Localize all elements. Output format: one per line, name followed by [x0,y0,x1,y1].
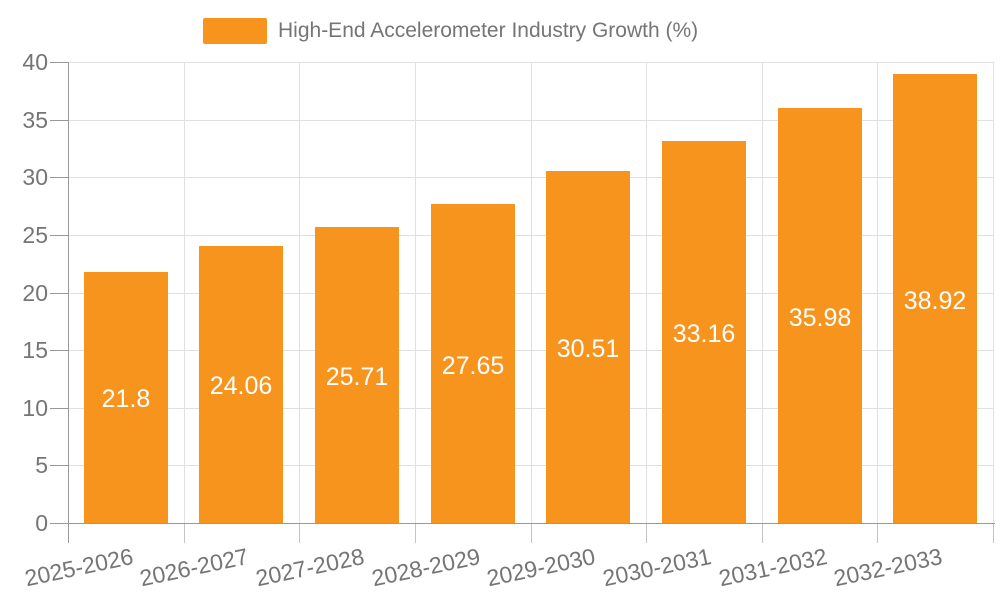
bar[interactable] [84,272,168,523]
bar-value-label: 27.65 [441,352,505,380]
x-gridline [184,62,185,523]
y-tick-label: 30 [22,164,48,190]
bar-value-label: 24.06 [209,372,273,400]
x-tick-mark [531,523,532,543]
x-tick-mark [877,523,878,543]
bar[interactable] [893,74,977,523]
bar-value-label: 25.71 [325,363,389,391]
y-gridline [68,235,993,236]
x-tick-mark [299,523,300,543]
legend-swatch [203,18,267,44]
y-tick-mark [50,350,68,351]
y-tick-label: 0 [35,510,48,536]
y-gridline [68,465,993,466]
y-tick-label: 25 [22,222,48,248]
x-axis-line [68,523,995,524]
bar-value-label: 30.51 [556,335,620,363]
bar-value-label: 21.8 [101,385,151,413]
y-tick-mark [50,120,68,121]
y-axis-line [68,62,69,523]
y-tick-label: 5 [35,452,48,478]
y-gridline [68,177,993,178]
bar-value-label: 38.92 [903,287,967,315]
chart-legend[interactable]: High-End Accelerometer Industry Growth (… [203,18,698,44]
x-gridline [415,62,416,523]
bar[interactable] [662,141,746,523]
y-tick-label: 20 [22,280,48,306]
y-tick-mark [50,523,68,524]
y-tick-mark [50,293,68,294]
y-tick-label: 10 [22,395,48,421]
y-tick-mark [50,177,68,178]
bar[interactable] [431,204,515,523]
y-gridline [68,120,993,121]
y-gridline [68,350,993,351]
bar[interactable] [199,246,283,523]
y-tick-mark [50,62,68,63]
y-gridline [68,293,993,294]
x-tick-mark [993,523,994,543]
y-tick-label: 35 [22,107,48,133]
legend-label: High-End Accelerometer Industry Growth (… [278,19,699,42]
x-tick-mark [762,523,763,543]
y-tick-mark [50,235,68,236]
y-gridline [68,408,993,409]
x-gridline [646,62,647,523]
y-tick-label: 15 [22,337,48,363]
x-tick-mark [646,523,647,543]
bar-value-label: 35.98 [788,304,852,332]
x-tick-mark [68,523,69,543]
y-tick-mark [50,465,68,466]
y-tick-mark [50,408,68,409]
x-gridline [531,62,532,523]
bar-value-label: 33.16 [672,320,736,348]
x-tick-mark [184,523,185,543]
y-tick-label: 40 [22,49,48,75]
bar[interactable] [546,171,630,523]
x-gridline [993,62,994,523]
bar[interactable] [778,108,862,523]
bar[interactable] [315,227,399,523]
x-tick-mark [415,523,416,543]
x-gridline [762,62,763,523]
x-gridline [299,62,300,523]
y-gridline [68,62,993,63]
x-gridline [877,62,878,523]
